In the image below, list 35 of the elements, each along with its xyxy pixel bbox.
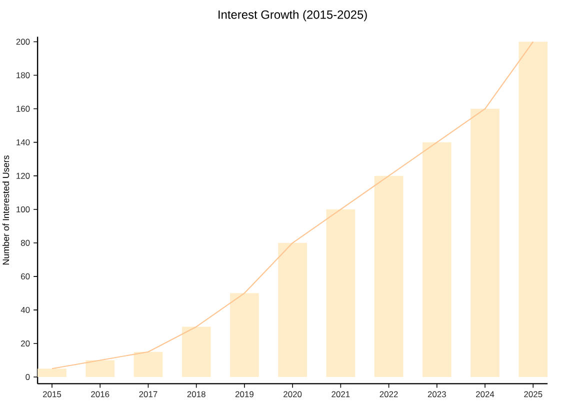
bar: [38, 368, 66, 377]
y-tick-label: 160: [16, 106, 30, 112]
x-tick-label: 2017: [139, 391, 158, 398]
y-tick-label: 60: [21, 273, 30, 280]
x-tick-label: 2020: [284, 391, 302, 398]
bar: [278, 242, 308, 377]
bar: [374, 176, 404, 377]
x-tick-label: 2025: [524, 391, 542, 398]
bar: [86, 360, 115, 377]
x-tick-label: 2023: [428, 391, 446, 398]
bar: [470, 108, 500, 377]
x-tick-label: 2024: [476, 391, 494, 398]
y-tick-label: 0: [26, 374, 30, 380]
bar: [134, 352, 163, 377]
x-tick-label: 2021: [332, 391, 350, 398]
y-tick-label: 40: [20, 306, 30, 313]
x-tick-label: 2015: [43, 391, 62, 398]
bar: [182, 326, 211, 377]
y-tick-label: 200: [16, 38, 30, 45]
y-tick-label: 20: [21, 340, 30, 346]
x-tick-label: 2022: [380, 391, 398, 398]
bar: [326, 209, 356, 377]
y-tick-label: 80: [21, 240, 30, 246]
x-tick-label: 2019: [235, 391, 254, 398]
y-tick-label: 180: [16, 72, 30, 78]
y-tick-label: 140: [16, 139, 30, 146]
y-tick-label: 120: [16, 172, 30, 179]
y-tick-label: 100: [16, 206, 30, 212]
x-tick-label: 2016: [91, 391, 110, 398]
bar: [422, 142, 452, 377]
y-axis-title: Number of Interested Users: [2, 155, 10, 265]
bar: [230, 293, 259, 377]
chart-title: Interest Growth (2015-2025): [218, 10, 367, 22]
bar: [518, 42, 548, 377]
x-tick-label: 2018: [187, 391, 206, 398]
